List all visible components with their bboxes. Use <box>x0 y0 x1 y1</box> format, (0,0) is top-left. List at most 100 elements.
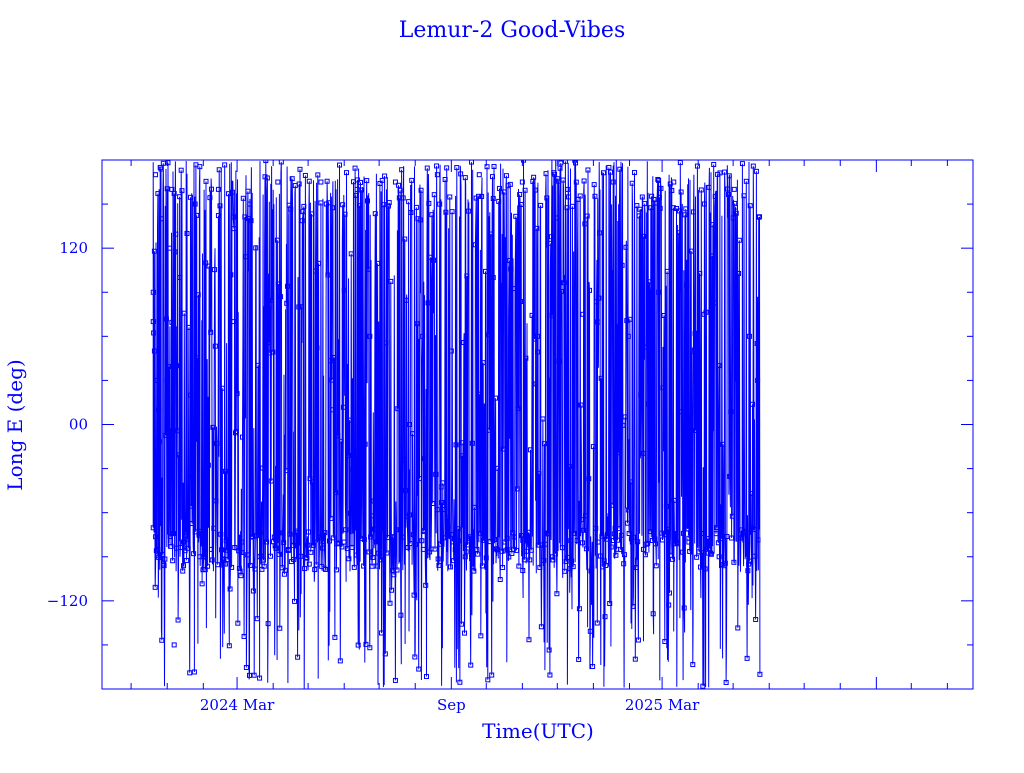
data-point <box>652 541 658 547</box>
data-point <box>410 532 416 538</box>
data-point <box>746 561 752 567</box>
data-point <box>628 479 634 485</box>
data-point <box>493 546 499 552</box>
data-point <box>269 297 275 303</box>
data-point <box>396 182 402 188</box>
data-point <box>535 349 540 355</box>
data-point <box>371 526 377 532</box>
data-point <box>227 586 233 592</box>
data-point <box>217 203 223 209</box>
data-point <box>233 430 239 436</box>
data-point <box>461 340 467 346</box>
data-point <box>670 556 676 562</box>
data-point <box>595 319 601 325</box>
data-point <box>562 568 568 574</box>
data-point <box>707 546 713 552</box>
data-point <box>365 266 371 272</box>
data-point <box>188 503 194 509</box>
data-point <box>496 185 502 191</box>
data-point <box>153 172 159 178</box>
data-point <box>340 404 346 410</box>
data-point <box>683 206 689 212</box>
chart-title: Lemur-2 Good-Vibes <box>399 18 626 43</box>
data-point <box>491 163 497 169</box>
data-point <box>455 526 461 532</box>
y-axis-ticks: 120 00 −120 <box>47 239 973 610</box>
data-point <box>625 507 631 513</box>
data-point <box>344 170 350 176</box>
data-point <box>618 532 624 538</box>
data-point <box>215 562 221 568</box>
data-point <box>330 407 336 413</box>
data-point <box>736 270 742 276</box>
data-point <box>189 520 195 526</box>
data-point <box>720 441 726 447</box>
data-point <box>694 554 700 560</box>
data-point <box>315 172 321 178</box>
data-point <box>630 603 636 609</box>
data-point <box>592 193 598 199</box>
data-point <box>516 563 522 569</box>
data-point <box>621 561 627 567</box>
data-point <box>531 336 537 342</box>
data-point <box>382 173 388 179</box>
data-point <box>351 564 357 570</box>
data-point <box>677 208 683 214</box>
data-point <box>274 237 280 243</box>
data-point <box>361 563 367 569</box>
data-point <box>211 525 217 531</box>
data-point <box>228 272 234 278</box>
data-point <box>501 189 507 195</box>
data-point <box>542 541 548 547</box>
data-point <box>709 253 715 259</box>
data-point <box>552 551 558 557</box>
data-point <box>364 178 370 184</box>
data-point <box>646 279 652 285</box>
data-point <box>150 289 156 295</box>
data-point <box>755 377 761 383</box>
data-point <box>280 530 286 536</box>
data-point <box>465 542 471 548</box>
data-point <box>597 553 603 559</box>
data-point <box>666 602 672 608</box>
data-point <box>423 582 429 588</box>
data-point <box>651 196 657 202</box>
data-point <box>195 292 201 298</box>
data-point <box>472 504 478 510</box>
data-point <box>414 321 420 327</box>
data-point <box>490 196 496 202</box>
data-point <box>634 203 640 209</box>
data-point <box>417 217 423 223</box>
data-point <box>693 428 699 434</box>
data-point <box>607 169 613 175</box>
data-point <box>360 416 366 422</box>
data-point <box>383 340 389 346</box>
data-point <box>650 611 656 617</box>
data-point <box>674 539 680 545</box>
data-point <box>664 268 670 274</box>
data-point <box>581 178 587 184</box>
data-point <box>181 563 187 569</box>
data-point <box>295 538 301 544</box>
data-point <box>598 375 604 381</box>
data-point <box>725 186 731 192</box>
data-point <box>374 539 380 545</box>
data-point <box>220 557 226 563</box>
data-point <box>703 309 709 315</box>
data-point <box>281 540 287 546</box>
data-point <box>184 536 190 542</box>
data-point <box>230 214 236 220</box>
data-point <box>453 442 459 448</box>
data-point <box>615 450 621 456</box>
data-point <box>187 194 193 200</box>
data-point <box>619 262 625 268</box>
data-point <box>457 679 463 685</box>
data-point <box>645 540 651 546</box>
data-point <box>294 530 300 536</box>
data-point <box>691 347 697 353</box>
data-point <box>419 538 425 544</box>
data-point <box>680 530 686 536</box>
data-point <box>282 567 288 573</box>
data-point <box>399 534 405 540</box>
data-point <box>165 160 171 166</box>
